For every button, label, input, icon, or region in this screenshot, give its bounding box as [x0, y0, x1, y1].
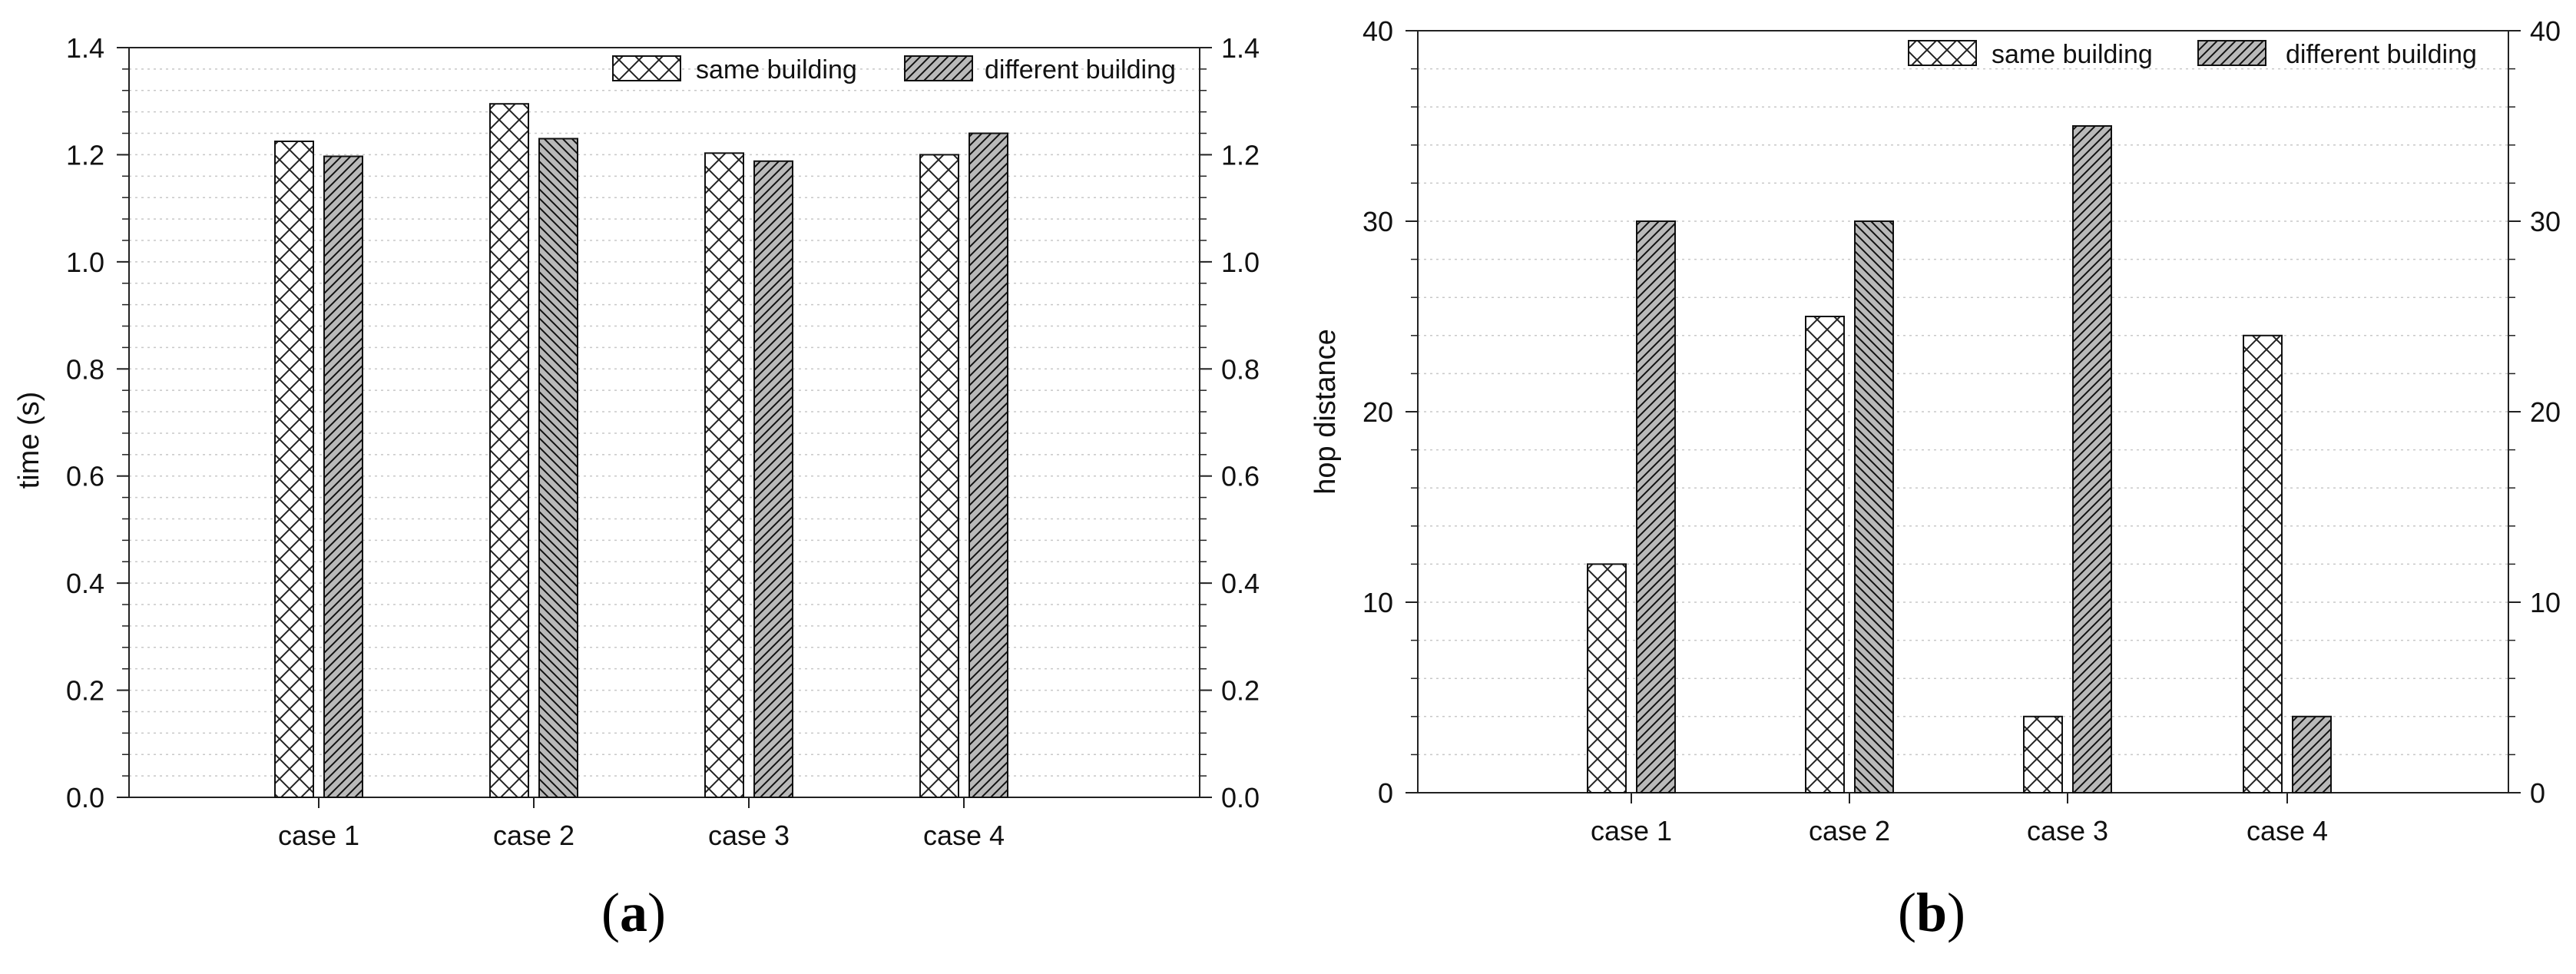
y-tick-label: 30	[1362, 206, 1393, 237]
y-tick-label-right: 1.2	[1221, 139, 1260, 171]
y-tick-label-right: 0.4	[1221, 568, 1260, 599]
legend-label-same-building: same building	[1992, 40, 2153, 69]
x-tick-label: case 4	[923, 820, 1005, 851]
plot-area-b: 0 0 10 10 20 20 30 30 40 40 case 1 case 2 case 3 case…	[1362, 15, 2561, 846]
bar-same-building-case-4	[2243, 334, 2283, 793]
y-tick-label: 0	[1378, 777, 1393, 809]
bar-different-building-case-1	[1636, 220, 1676, 793]
x-tick-label: case 1	[1591, 815, 1672, 846]
bar-same-building-case-1	[1587, 563, 1627, 794]
y-tick-label: 20	[1362, 396, 1393, 428]
bar-different-building-case-4	[968, 132, 1008, 799]
x-tick-label: case 3	[2027, 815, 2108, 846]
y-axis-label-a: time (s)	[13, 392, 45, 489]
y-tick-label: 0.6	[66, 461, 104, 492]
x-tick-label: case 2	[1809, 815, 1890, 846]
chart-panel-b: 0 0 10 10 20 20 30 30 40 40 case 1 case 2 case 3 case…	[1310, 15, 2561, 943]
bar-same-building-case-3	[704, 152, 744, 798]
x-tick-label: case 3	[708, 820, 790, 851]
bar-same-building-case-2	[1805, 316, 1845, 793]
bar-different-building-case-4	[2292, 715, 2332, 793]
bar-different-building-case-1	[323, 155, 363, 798]
legend-swatch-same-building	[612, 55, 681, 81]
y-tick-label: 1.2	[66, 139, 104, 171]
bar-same-building-case-3	[2023, 715, 2063, 793]
y-tick-label-right: 1.4	[1221, 32, 1260, 64]
y-tick-label-right: 0.2	[1221, 675, 1260, 707]
y-tick-label-right: 20	[2530, 396, 2561, 428]
bar-same-building-case-4	[919, 154, 959, 798]
chart-panel-a: 0.0 0.0 0.2 0.2 0.4 0.4 0.6 0.6 0.8 0.8 1.0 1.0 1.2 1…	[13, 32, 1260, 943]
legend-label-same-building: same building	[696, 55, 857, 84]
bar-same-building-case-1	[274, 141, 314, 798]
x-tick-label: case 1	[278, 820, 359, 851]
legend-label-different-building: different building	[2286, 40, 2477, 69]
bar-same-building-case-2	[489, 103, 529, 798]
bar-different-building-case-2	[538, 137, 578, 798]
x-tick-label: case 2	[493, 820, 574, 851]
y-tick-label: 0.2	[66, 675, 104, 707]
y-tick-label: 1.0	[66, 247, 104, 278]
y-tick-label-right: 0.0	[1221, 782, 1260, 813]
x-tick-label: case 4	[2247, 815, 2328, 846]
y-tick-label-right: 0	[2530, 777, 2545, 809]
y-tick-label-right: 40	[2530, 15, 2561, 47]
bar-different-building-case-3	[2072, 125, 2112, 793]
y-tick-label-right: 10	[2530, 587, 2561, 618]
plot-frame	[128, 47, 1200, 798]
bar-different-building-case-2	[1854, 220, 1894, 793]
legend-swatch-same-building	[1908, 40, 1977, 66]
legend-label-different-building: different building	[985, 55, 1176, 84]
y-tick-label-right: 0.8	[1221, 353, 1260, 385]
plot-area-a: 0.0 0.0 0.2 0.2 0.4 0.4 0.6 0.6 0.8 0.8 1.0 1.0 1.2 1…	[66, 32, 1260, 851]
y-axis-label-b: hop distance	[1310, 329, 1342, 495]
bar-different-building-case-3	[753, 160, 793, 798]
y-tick-label: 0.0	[66, 782, 104, 813]
y-tick-label: 40	[1362, 15, 1393, 47]
y-tick-label: 0.4	[66, 568, 104, 599]
y-tick-label: 0.8	[66, 353, 104, 385]
panel-label-b: (b)	[1898, 882, 1965, 943]
y-tick-label-right: 1.0	[1221, 247, 1260, 278]
y-tick-label: 1.4	[66, 32, 104, 64]
legend-swatch-different-building	[904, 55, 973, 81]
legend-swatch-different-building	[2197, 40, 2266, 66]
y-tick-label-right: 30	[2530, 206, 2561, 237]
y-tick-label-right: 0.6	[1221, 461, 1260, 492]
panel-label-a: (a)	[601, 882, 666, 943]
y-tick-label: 10	[1362, 587, 1393, 618]
plot-frame	[1417, 30, 2509, 793]
